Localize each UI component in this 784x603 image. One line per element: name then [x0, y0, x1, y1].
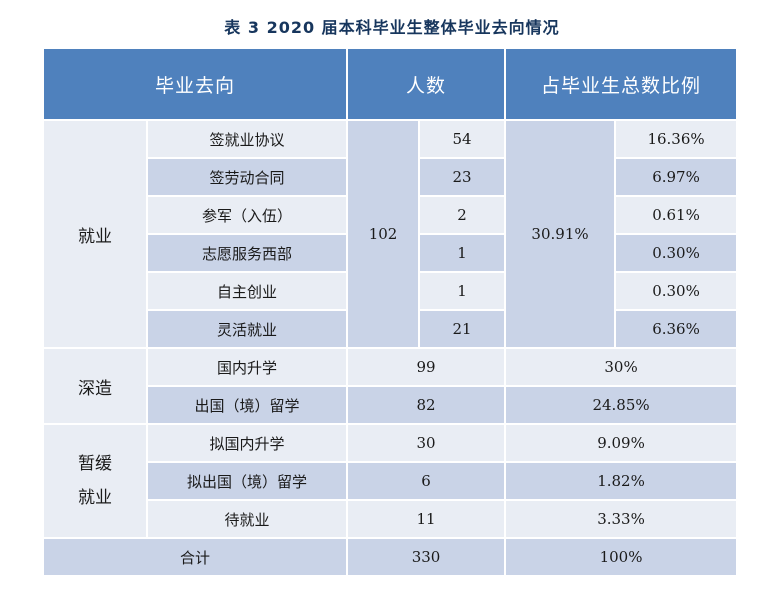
row-ratio: 0.30% [614, 271, 739, 311]
row-count: 82 [346, 385, 507, 425]
graduate-destination-table: 毕业去向 人数 占毕业生总数比例 就业 签就业协议 102 54 30.91% … [41, 47, 739, 577]
row-ratio: 6.36% [614, 309, 739, 349]
table-row: 自主创业 1 0.30% [43, 271, 739, 311]
row-count: 11 [346, 499, 507, 539]
row-count: 30 [346, 423, 507, 463]
table-row: 灵活就业 21 6.36% [43, 309, 739, 349]
employment-total-ratio: 30.91% [504, 119, 617, 349]
header-row: 毕业去向 人数 占毕业生总数比例 [41, 47, 739, 121]
row-count: 1 [418, 271, 507, 311]
table-row: 出国（境）留学 82 24.85% [43, 385, 739, 425]
table-row: 深造 国内升学 99 30% [42, 347, 739, 425]
row-ratio: 9.09% [504, 423, 739, 463]
row-ratio: 0.30% [614, 233, 739, 273]
table-row: 志愿服务西部 1 0.30% [43, 233, 739, 273]
table-row: 拟出国（境）留学 6 1.82% [43, 461, 739, 501]
group-label-employment: 就业 [42, 119, 148, 349]
row-label: 拟出国（境）留学 [145, 461, 349, 501]
row-label: 国内升学 [145, 347, 349, 387]
group-label-deferred-line1: 暂缓 [78, 454, 112, 474]
total-row: 合计 330 100% [41, 537, 739, 577]
row-label: 志愿服务西部 [145, 233, 349, 273]
total-count: 330 [346, 537, 507, 577]
row-ratio: 0.61% [614, 195, 739, 235]
row-label: 待就业 [145, 499, 349, 539]
row-count: 23 [418, 157, 507, 197]
employment-total-count: 102 [346, 119, 421, 349]
row-label: 签就业协议 [145, 119, 349, 159]
row-label: 灵活就业 [145, 309, 349, 349]
row-label: 拟国内升学 [145, 423, 349, 463]
group-label-deferred-line2: 就业 [78, 488, 112, 508]
row-ratio: 24.85% [504, 385, 739, 425]
group-label-study: 深造 [42, 347, 148, 425]
row-count: 21 [418, 309, 507, 349]
header-ratio: 占毕业生总数比例 [504, 47, 739, 121]
table-row: 参军（入伍） 2 0.61% [43, 195, 739, 235]
row-count: 2 [418, 195, 507, 235]
header-destination: 毕业去向 [41, 47, 349, 121]
group-label-deferred: 暂缓 就业 [42, 423, 148, 539]
row-ratio: 3.33% [504, 499, 739, 539]
row-label: 出国（境）留学 [145, 385, 349, 425]
row-count: 1 [418, 233, 507, 273]
row-ratio: 6.97% [614, 157, 739, 197]
table-row: 签劳动合同 23 6.97% [43, 157, 739, 197]
row-ratio: 1.82% [504, 461, 739, 501]
total-ratio: 100% [504, 537, 739, 577]
table-row: 就业 签就业协议 102 54 30.91% 16.36% [42, 119, 739, 349]
row-count: 99 [346, 347, 507, 387]
row-count: 54 [418, 119, 507, 159]
row-ratio: 30% [504, 347, 739, 387]
row-count: 6 [346, 461, 507, 501]
row-ratio: 16.36% [614, 119, 739, 159]
table-title: 表 3 2020 届本科毕业生整体毕业去向情况 [224, 18, 560, 37]
row-label: 参军（入伍） [145, 195, 349, 235]
table-row: 暂缓 就业 拟国内升学 30 9.09% [42, 423, 739, 539]
total-label: 合计 [41, 537, 349, 577]
table-row: 待就业 11 3.33% [43, 499, 739, 539]
row-label: 签劳动合同 [145, 157, 349, 197]
row-label: 自主创业 [145, 271, 349, 311]
header-count: 人数 [346, 47, 507, 121]
